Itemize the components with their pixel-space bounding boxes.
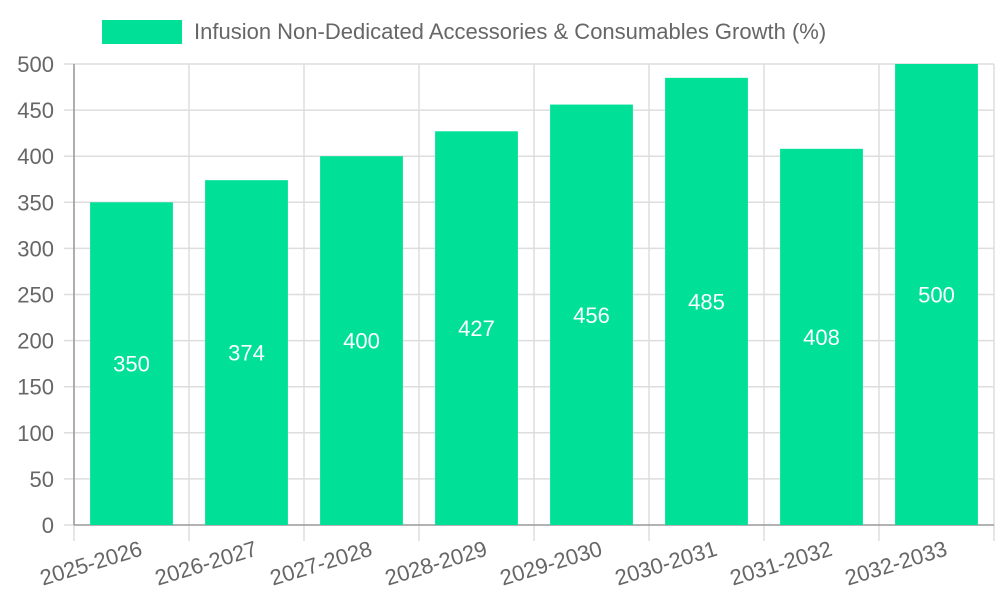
y-tick-label: 250 <box>17 283 54 308</box>
legend-label: Infusion Non-Dedicated Accessories & Con… <box>194 19 826 44</box>
bar[interactable] <box>205 180 288 525</box>
bar-value-label: 400 <box>343 329 380 354</box>
bar[interactable] <box>435 131 518 525</box>
y-axis-tick-labels: 0 50 100 150 200 250 300 350 400 450 500 <box>17 52 54 538</box>
bar-value-label: 456 <box>573 303 610 328</box>
y-tick-label: 300 <box>17 236 54 261</box>
y-tick-label: 50 <box>30 467 54 492</box>
bar-value-label: 408 <box>803 325 840 350</box>
bar-value-label: 350 <box>113 352 150 377</box>
y-tick-label: 500 <box>17 52 54 77</box>
y-tick-label: 450 <box>17 98 54 123</box>
y-tick-label: 150 <box>17 375 54 400</box>
x-axis-tick-labels: 2025-2026 2026-2027 2027-2028 2028-2029 2029… <box>37 536 950 591</box>
y-tick-label: 400 <box>17 144 54 169</box>
y-tick-label: 200 <box>17 329 54 354</box>
bar[interactable] <box>320 156 403 525</box>
x-tick-label: 2031-2032 <box>727 536 835 591</box>
bar[interactable] <box>665 77 748 525</box>
bar-value-label: 500 <box>918 283 955 308</box>
x-tick-label: 2029-2030 <box>497 536 605 591</box>
x-tick-label: 2025-2026 <box>37 536 145 591</box>
legend[interactable]: Infusion Non-Dedicated Accessories & Con… <box>102 19 826 44</box>
bar-value-label: 427 <box>458 316 495 341</box>
bar[interactable] <box>550 104 633 526</box>
bar[interactable] <box>90 202 173 526</box>
data-labels: 350 374 400 427 456 485 408 500 <box>113 283 955 377</box>
x-tick-label: 2027-2028 <box>267 536 375 591</box>
y-tick-label: 100 <box>17 421 54 446</box>
bar-value-label: 485 <box>688 289 725 314</box>
y-tick-label: 350 <box>17 190 54 215</box>
legend-swatch <box>102 20 182 44</box>
x-tick-label: 2032-2033 <box>842 536 950 591</box>
x-tick-label: 2028-2029 <box>382 536 490 591</box>
bar[interactable] <box>895 64 978 525</box>
x-tick-label: 2026-2027 <box>152 536 260 591</box>
x-tick-label: 2030-2031 <box>612 536 720 591</box>
y-tick-label: 0 <box>42 513 54 538</box>
bar[interactable] <box>780 148 863 525</box>
bars <box>90 64 978 526</box>
bar-value-label: 374 <box>228 341 265 366</box>
